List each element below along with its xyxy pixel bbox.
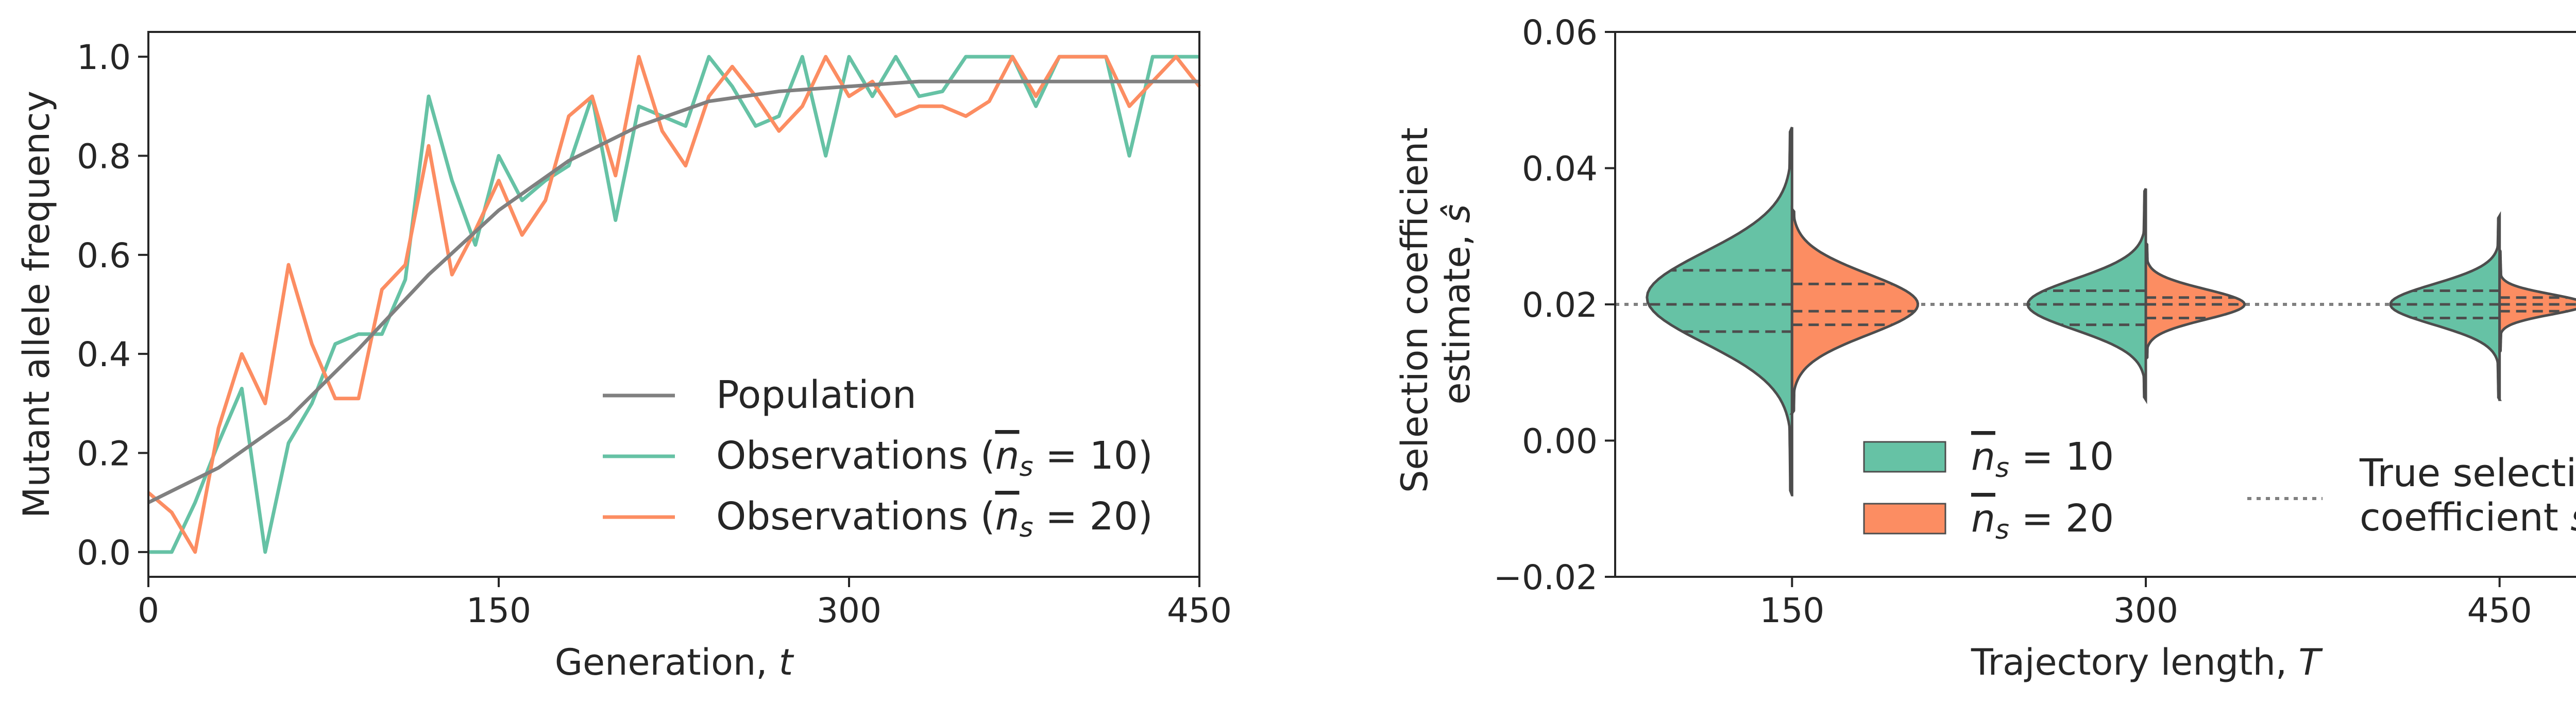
population-line: [147, 79, 1199, 504]
violin-panel: 150 300 450 −0.02 0.00 0.02 0.04 0.06 Trajector…: [1394, 13, 2576, 683]
legend-n10-label: ns = 10: [1971, 435, 2114, 484]
frequency-axes-frame: [147, 31, 1200, 578]
violin-half-1-300: [2026, 188, 2147, 404]
legend-true-selection-label: True selection coefficient s: [2359, 451, 2576, 540]
frequency-y-axis-label: Mutant allele frequency: [15, 91, 58, 518]
x-tick-label: 300: [817, 591, 882, 630]
violin-y-axis-label-line1: Selection coefficient: [1394, 127, 1436, 493]
violin-y-axis-label: Selection coefficient estimate, ŝ: [1394, 116, 1478, 493]
y-tick-label: 0.00: [1522, 422, 1598, 461]
violin-ticks: 150 300 450 −0.02 0.00 0.02 0.04 0.06: [1494, 13, 2532, 630]
x-tick-label: 300: [2113, 591, 2178, 630]
x-tick-label: 150: [1759, 591, 1824, 630]
violin-half-2-300: [2144, 239, 2246, 362]
x-tick-label: 450: [2467, 591, 2532, 630]
violin-y-axis-label-line2: estimate, ŝ: [1436, 204, 1478, 404]
x-tick-label: 450: [1167, 591, 1232, 630]
legend-population-label: Population: [716, 373, 917, 417]
violins: [1646, 127, 2576, 496]
violin-x-axis-label: Trajectory length, T: [1971, 641, 2324, 683]
frequency-panel: 0 150 300 450 0.0 0.2 0.4 0.6 0.8 1.0 Generation,…: [15, 31, 1232, 683]
frequency-x-axis-label: Generation, t: [555, 641, 794, 683]
legend-obs20-label: Observations (ns = 20): [716, 494, 1153, 543]
violin-legend: ns = 10 ns = 20 True selection coefficie…: [1863, 435, 2576, 545]
legend-n10-swatch: [1863, 441, 1946, 473]
y-tick-label: 0.2: [77, 434, 131, 474]
legend-obs10-label: Observations (ns = 10): [716, 434, 1153, 483]
legend-n20-swatch: [1863, 503, 1946, 535]
x-tick-label: 0: [138, 591, 159, 630]
y-tick-label: 0.06: [1522, 13, 1598, 53]
y-tick-label: 0.02: [1522, 285, 1598, 325]
legend-true-selection-line2: coefficient s: [2360, 495, 2576, 540]
y-tick-label: 0.8: [77, 136, 131, 176]
legend-true-selection-line1: True selection: [2359, 451, 2576, 495]
y-tick-label: 0.04: [1522, 149, 1598, 189]
y-tick-label: 0.0: [77, 533, 131, 573]
y-tick-label: −0.02: [1494, 558, 1598, 597]
y-tick-label: 0.6: [77, 236, 131, 276]
frequency-legend: Population Observations (ns = 10) Observ…: [603, 373, 1153, 543]
frequency-ticks: 0 150 300 450 0.0 0.2 0.4 0.6 0.8 1.0: [77, 38, 1232, 630]
x-tick-label: 150: [466, 591, 531, 630]
frequency-lines: [147, 55, 1201, 554]
y-tick-label: 0.4: [77, 335, 131, 374]
observation-line-2: [147, 55, 1201, 554]
y-tick-label: 1.0: [77, 38, 131, 77]
violin-half-1-450: [2389, 211, 2502, 401]
violin-half-1-150: [1646, 127, 1793, 496]
violin-half-2-450: [2498, 245, 2576, 354]
legend-n20-label: ns = 20: [1971, 496, 2114, 545]
